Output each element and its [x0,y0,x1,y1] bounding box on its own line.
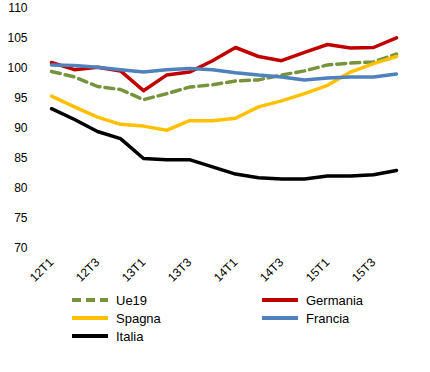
svg-text:110: 110 [8,1,27,15]
svg-text:13T3: 13T3 [165,255,194,284]
svg-text:70: 70 [14,241,28,255]
svg-text:12T1: 12T1 [27,255,56,284]
html-text:Francia: Francia [306,310,350,326]
svg-text:100: 100 [7,61,27,75]
svg-text:90: 90 [14,121,28,135]
svg-text:15T1: 15T1 [303,255,332,284]
svg-text:85: 85 [14,151,28,165]
svg-text:14T3: 14T3 [257,255,286,284]
svg-text:105: 105 [7,31,27,45]
html-text:Germania: Germania [306,292,364,308]
svg-text:80: 80 [14,181,28,195]
svg-text:14T1: 14T1 [211,255,240,284]
svg-text:15T3: 15T3 [349,255,378,284]
html-text:Spagna: Spagna [116,310,161,326]
svg-text:75: 75 [14,211,28,225]
svg-text:12T3: 12T3 [73,255,102,284]
svg-text:95: 95 [14,91,28,105]
html-text:Italia: Italia [116,328,144,344]
svg-text:13T1: 13T1 [119,255,148,284]
html-text:Ue19: Ue19 [116,292,148,308]
